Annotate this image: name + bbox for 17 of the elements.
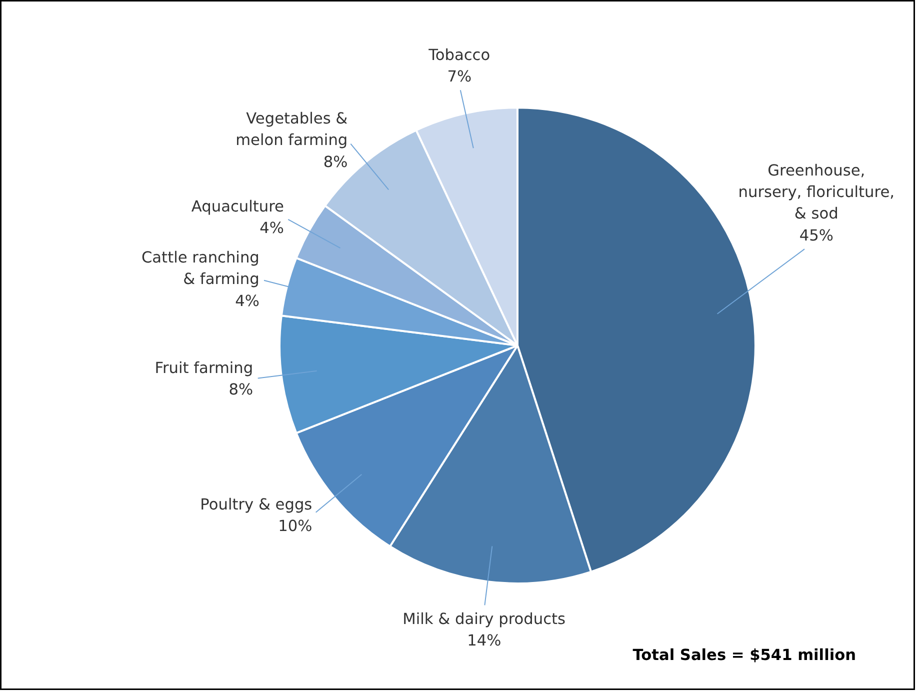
data-label: 8% [323, 152, 348, 171]
data-label: 14% [467, 631, 502, 650]
slice-label: Vegetables & melon farming [236, 110, 348, 150]
text: Total Sales = $541 million [632, 646, 856, 664]
slice-label: Milk & dairy products [402, 610, 566, 628]
slice-label: Greenhouse, nursery, floriculture, & sod [738, 162, 895, 223]
data-label: 45% [799, 226, 834, 244]
slice-label: Tobacco [428, 46, 490, 64]
slice-label: Cattle ranching & farming [141, 248, 260, 288]
slice-label: Poultry & eggs [200, 496, 312, 514]
data-label: 8% [228, 380, 254, 399]
slice-label: Aquaculture [191, 197, 284, 216]
data-label: 4% [235, 292, 260, 310]
slice-label: Fruit farming [154, 359, 254, 378]
data-label: 10% [278, 517, 312, 536]
data-label: 4% [260, 218, 284, 237]
data-label: 7% [447, 67, 472, 86]
